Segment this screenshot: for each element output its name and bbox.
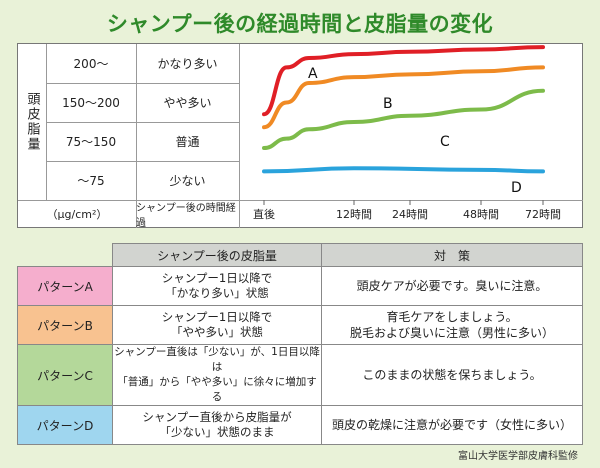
x-tick-label: 12時間: [336, 208, 372, 221]
x-tick-label: 直後: [253, 207, 275, 221]
x-tick-label: 72時間: [525, 208, 561, 221]
action-text: このままの状態を保ちましょう。: [362, 368, 542, 382]
unit-label: （μg/cm²）: [46, 208, 108, 221]
table-row: パターンD シャンプー直後から皮脂量が 「少ない」状態のまま 頭皮の乾燥に注意が必…: [17, 405, 583, 445]
desc-line: 「少ない」状態のまま: [159, 425, 275, 439]
desc-line: シャンプー1日以降で: [161, 310, 273, 324]
y-level-label: かなり多い: [157, 57, 218, 71]
action-text: 頭皮の乾燥に注意が必要です（女性に多い）: [331, 418, 572, 432]
y-level-label: 少ない: [169, 174, 206, 188]
action-text: 頭皮ケアが必要です。臭いに注意。: [356, 279, 548, 293]
action-text: 脱毛および臭いに注意（男性に多い）: [349, 326, 554, 340]
line-plot: 直後 12時間 24時間 48時間 72時間 A B C D: [253, 45, 561, 221]
table-row: パターンC シャンプー直後は「少ない」が、1日目以降は 「普通」から「やや多い」に…: [17, 344, 583, 406]
desc-line: シャンプー直後から皮脂量が: [142, 410, 292, 424]
y-level-label: やや多い: [163, 96, 212, 110]
desc-line: 「普通」から「やや多い」に徐々に増加する: [117, 376, 317, 403]
x-axis-header: シャンプー後の時間経過: [136, 203, 236, 229]
series-line-A: [262, 45, 545, 117]
x-tick-label: 24時間: [392, 208, 428, 221]
y-range-label: 75～150: [65, 135, 117, 149]
pattern-label: パターンD: [17, 405, 113, 445]
page-title: シャンプー後の経過時間と皮脂量の変化: [106, 12, 494, 36]
series-label-D: D: [511, 180, 522, 196]
desc-line: シャンプー1日以降で: [161, 271, 273, 285]
table-row: パターンA シャンプー1日以降で 「かなり多い」状態 頭皮ケアが必要です。臭いに注…: [17, 266, 583, 306]
table-row: パターンB シャンプー1日以降で 「やや多い」状態 育毛ケアをしましょう。脱毛およ…: [17, 305, 583, 345]
series-line-D: [262, 166, 545, 174]
table-header-desc: シャンプー後の皮脂量: [112, 243, 322, 267]
y-range-label: 200～: [73, 57, 109, 71]
series-line-C: [262, 88, 545, 150]
action-text: 育毛ケアをしましょう。: [386, 310, 518, 324]
y-level-label: 普通: [175, 135, 200, 149]
series-line-B: [262, 65, 545, 130]
x-tick-label: 48時間: [463, 208, 499, 221]
desc-line: 「かなり多い」状態: [165, 286, 269, 300]
series-label-C: C: [440, 134, 450, 150]
y-range-label: ～75: [77, 174, 105, 188]
y-axis-label: 頭皮脂量: [24, 92, 40, 152]
y-range-label: 150～200: [62, 96, 120, 110]
pattern-label: パターンA: [17, 266, 113, 306]
desc-line: 「やや多い」状態: [171, 325, 263, 339]
series-label-A: A: [308, 66, 318, 82]
series-label-B: B: [383, 96, 393, 112]
chart-panel: 頭皮脂量 200～ 150～200 75～150 ～75 かなり多い やや多い …: [17, 43, 583, 229]
desc-line: シャンプー直後は「少ない」が、1日目以降は: [114, 346, 320, 373]
credit-text: 富山大学医学部皮膚科監修: [458, 451, 578, 462]
pattern-table: シャンプー後の皮脂量 対 策 パターンA シャンプー1日以降で 「かなり多い」状態…: [17, 243, 583, 445]
pattern-label: パターンB: [17, 305, 113, 345]
table-header-action: 対 策: [321, 243, 583, 267]
pattern-label: パターンC: [17, 344, 113, 406]
